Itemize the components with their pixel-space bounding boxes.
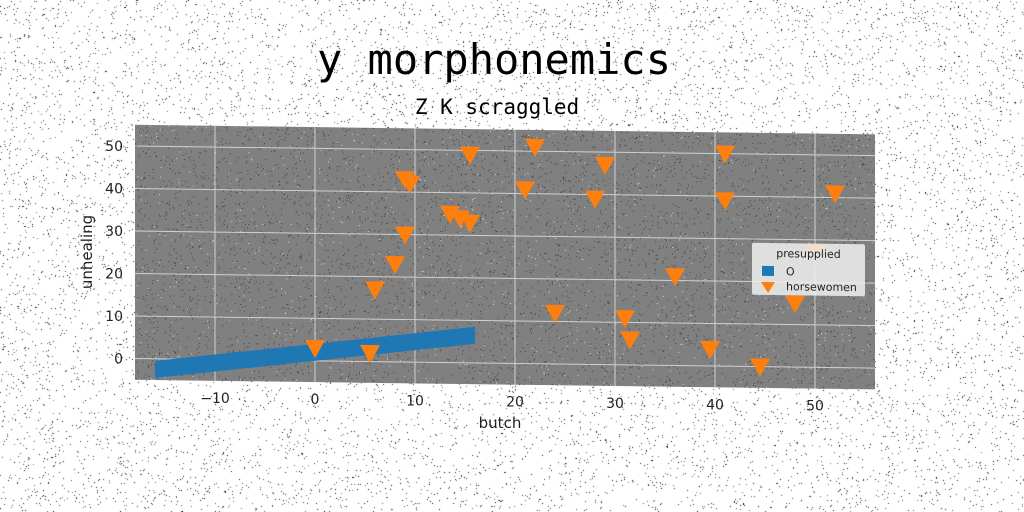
data-marks [155, 138, 845, 378]
legend-label: horsewomen [786, 280, 857, 294]
y-grid-line [135, 145, 875, 157]
data-point [515, 181, 535, 200]
x-tick-label: 20 [506, 395, 524, 411]
y-tick-label: 50 [105, 139, 123, 155]
y-grid-line [135, 273, 875, 284]
y-tick-label: 40 [105, 182, 123, 198]
legend-swatch-square [762, 265, 774, 277]
legend-box [752, 242, 865, 297]
data-point [525, 138, 545, 157]
y-axis-label: unhealing [78, 215, 96, 289]
data-point [700, 340, 720, 359]
data-point [620, 331, 640, 350]
y-tick-label: 0 [114, 352, 123, 368]
data-point [665, 268, 685, 287]
chart-title: y morphonemics [317, 35, 671, 84]
y-grid-line [135, 315, 875, 327]
data-point [385, 256, 405, 275]
data-point [825, 185, 845, 204]
data-point [365, 281, 385, 300]
y-grid-line [135, 188, 875, 199]
legend-label: O [786, 265, 795, 278]
legend-swatch-triangle [761, 281, 775, 293]
data-point [715, 192, 735, 211]
data-point [585, 190, 605, 209]
data-point [360, 344, 380, 364]
y-grid-line [135, 230, 875, 242]
data-point [305, 339, 325, 359]
data-point [750, 358, 770, 377]
data-point [395, 226, 415, 245]
data-point [545, 304, 565, 323]
y-tick-label: 10 [105, 309, 123, 325]
x-tick-label: 0 [311, 392, 320, 408]
x-tick-label: 10 [406, 393, 424, 409]
legend-title: presupplied [776, 247, 841, 261]
x-axis-label: butch [479, 414, 522, 432]
data-point [785, 295, 805, 314]
data-point [460, 214, 480, 233]
y-tick-label: 30 [105, 224, 123, 240]
data-point [715, 145, 735, 164]
data-point [460, 146, 480, 165]
data-point [595, 156, 615, 175]
x-tick-label: 50 [806, 399, 824, 415]
x-tick-label: −10 [200, 391, 230, 407]
x-tick-label: 40 [706, 397, 724, 413]
y-tick-labels: 0 10 20 30 40 50 [105, 139, 123, 368]
chart-subtitle: Z K scraggled [415, 95, 579, 119]
data-point [400, 175, 420, 194]
x-tick-label: 30 [606, 396, 624, 412]
y-tick-label: 20 [105, 267, 123, 283]
data-point [615, 309, 635, 329]
x-tick-labels: −10 0 10 20 30 40 50 [200, 391, 824, 415]
